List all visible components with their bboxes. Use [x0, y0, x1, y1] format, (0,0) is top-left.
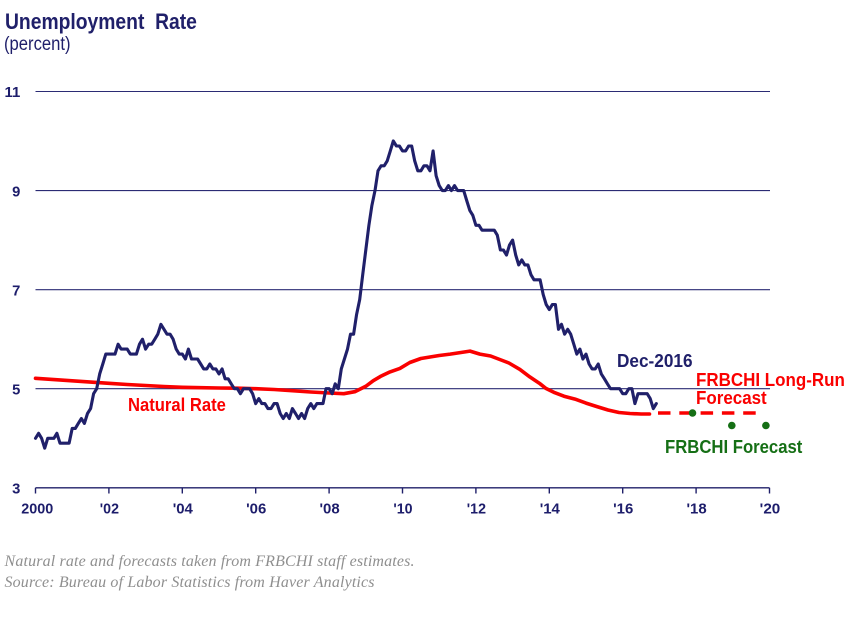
svg-text:2000: 2000 [21, 500, 53, 517]
svg-text:'08: '08 [320, 500, 340, 517]
svg-text:'12: '12 [467, 500, 486, 517]
svg-text:'06: '06 [246, 500, 266, 517]
svg-text:7: 7 [12, 282, 20, 299]
svg-text:9: 9 [12, 183, 20, 200]
svg-text:'16: '16 [613, 500, 633, 517]
svg-text:'04: '04 [173, 500, 194, 517]
svg-text:'10: '10 [393, 500, 412, 517]
svg-text:'02: '02 [100, 500, 119, 517]
svg-text:3: 3 [12, 481, 20, 498]
svg-text:11: 11 [5, 84, 21, 101]
svg-text:'20: '20 [760, 500, 781, 517]
svg-text:'14: '14 [540, 500, 561, 517]
svg-text:'18: '18 [687, 500, 707, 517]
svg-text:5: 5 [12, 381, 20, 398]
